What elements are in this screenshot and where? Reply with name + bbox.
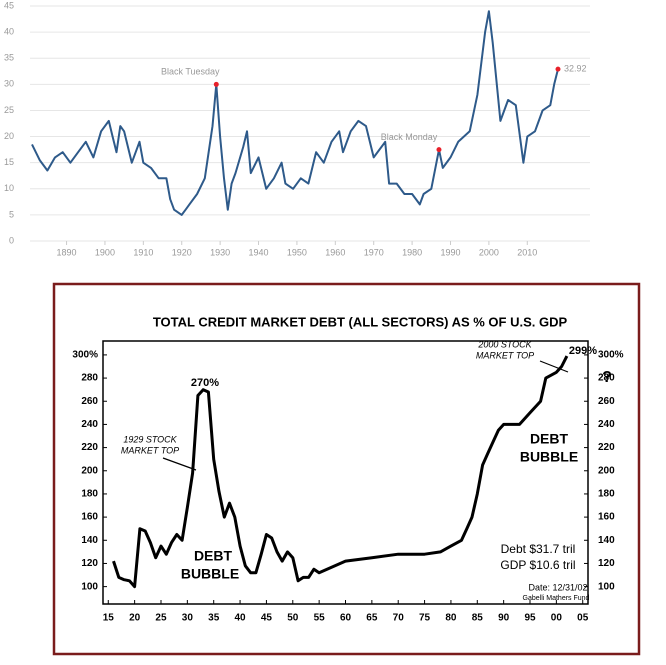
x-tick-label: 1950 xyxy=(287,247,307,257)
y-tick-label: 260 xyxy=(81,396,98,407)
y-tick-label: 20 xyxy=(4,131,14,141)
annotation: Black Tuesday xyxy=(161,67,220,77)
annotation: DEBT xyxy=(530,431,569,447)
x-tick-label: 00 xyxy=(551,613,563,624)
annotation: Date: 12/31/02 xyxy=(528,582,587,592)
y-tick-label: 25 xyxy=(4,105,14,115)
x-tick-label: 1910 xyxy=(133,247,153,257)
highlight-point xyxy=(555,66,561,72)
x-tick-label: 1990 xyxy=(440,247,460,257)
annotation: 270% xyxy=(191,377,219,389)
y-tick-label: 280 xyxy=(81,373,98,384)
y2-tick-label: 280 xyxy=(598,373,615,384)
y2-tick-label: 180 xyxy=(598,489,615,500)
x-tick-label: 35 xyxy=(208,613,220,624)
annotation: DEBT xyxy=(194,548,233,564)
x-tick-label: 2010 xyxy=(517,247,537,257)
annotation: GDP $10.6 tril xyxy=(500,558,575,572)
x-tick-label: 15 xyxy=(103,613,115,624)
y2-tick-label: 240 xyxy=(598,419,615,430)
y2-tick-label: 220 xyxy=(598,442,615,453)
x-tick-label: 85 xyxy=(472,613,484,624)
highlight-point xyxy=(436,147,442,153)
arrow xyxy=(162,457,197,471)
annotation: MARKET TOP xyxy=(476,350,534,360)
x-tick-label: 65 xyxy=(366,613,378,624)
x-tick-label: 1900 xyxy=(95,247,115,257)
y-tick-label: 40 xyxy=(4,26,14,36)
x-tick-label: 45 xyxy=(261,613,273,624)
y-tick-label: 35 xyxy=(4,53,14,63)
x-tick-label: 25 xyxy=(155,613,167,624)
annotation: 1929 STOCK xyxy=(123,434,177,444)
annotation: Gabelli Mathers Fund xyxy=(523,595,590,602)
x-tick-label: 60 xyxy=(340,613,352,624)
x-tick-label: 2000 xyxy=(479,247,499,257)
x-tick-label: 90 xyxy=(498,613,510,624)
annotation: BUBBLE xyxy=(520,449,578,465)
x-tick-label: 1960 xyxy=(325,247,345,257)
arrow xyxy=(539,360,569,373)
data-line xyxy=(112,355,569,589)
y-tick-label: 10 xyxy=(4,183,14,193)
annotation: MARKET TOP xyxy=(121,445,179,455)
x-tick-label: 1930 xyxy=(210,247,230,257)
y2-tick-label: 120 xyxy=(598,558,615,569)
y-tick-label: 160 xyxy=(81,512,98,523)
x-tick-label: 50 xyxy=(287,613,299,624)
y-tick-label: 120 xyxy=(81,558,98,569)
chart-title: TOTAL CREDIT MARKET DEBT (ALL SECTORS) A… xyxy=(153,314,568,329)
annotation: 299% xyxy=(569,345,597,357)
y2-tick-label: 140 xyxy=(598,535,615,546)
y-tick-label: 300% xyxy=(72,350,98,361)
x-tick-label: 80 xyxy=(445,613,457,624)
annotation: BUBBLE xyxy=(181,566,239,582)
x-tick-label: 1920 xyxy=(172,247,192,257)
x-tick-label: 05 xyxy=(577,613,589,624)
y-tick-label: 15 xyxy=(4,157,14,167)
y-tick-label: 100 xyxy=(81,581,98,592)
y-tick-label: 200 xyxy=(81,465,98,476)
chart-frame xyxy=(52,282,641,656)
x-tick-label: 55 xyxy=(314,613,326,624)
y2-tick-label: 300% xyxy=(598,350,624,361)
x-tick-label: 1970 xyxy=(364,247,384,257)
y-tick-label: 5 xyxy=(9,209,14,219)
x-tick-label: 30 xyxy=(182,613,194,624)
x-tick-label: 75 xyxy=(419,613,431,624)
value-label: 32.92 xyxy=(564,63,587,73)
y2-tick-label: 260 xyxy=(598,396,615,407)
y-tick-label: 45 xyxy=(4,0,14,10)
x-tick-label: 20 xyxy=(129,613,141,624)
y-tick-label: 140 xyxy=(81,535,98,546)
highlight-point xyxy=(213,81,219,87)
annotation: ? xyxy=(602,369,612,386)
y2-tick-label: 200 xyxy=(598,465,615,476)
x-tick-label: 1890 xyxy=(57,247,77,257)
annotation: Black Monday xyxy=(381,132,438,142)
x-tick-label: 1980 xyxy=(402,247,422,257)
data-line xyxy=(31,10,559,216)
y2-tick-label: 160 xyxy=(598,512,615,523)
y2-tick-label: 100 xyxy=(598,581,615,592)
y-tick-label: 240 xyxy=(81,419,98,430)
annotation: Debt $31.7 tril xyxy=(501,542,576,556)
x-tick-label: 95 xyxy=(524,613,536,624)
y-tick-label: 0 xyxy=(9,235,14,245)
y-tick-label: 30 xyxy=(4,79,14,89)
x-tick-label: 1940 xyxy=(249,247,269,257)
y-tick-label: 180 xyxy=(81,489,98,500)
annotation: 2000 STOCK xyxy=(477,339,532,349)
x-tick-label: 40 xyxy=(235,613,247,624)
y-tick-label: 220 xyxy=(81,442,98,453)
x-tick-label: 70 xyxy=(393,613,405,624)
